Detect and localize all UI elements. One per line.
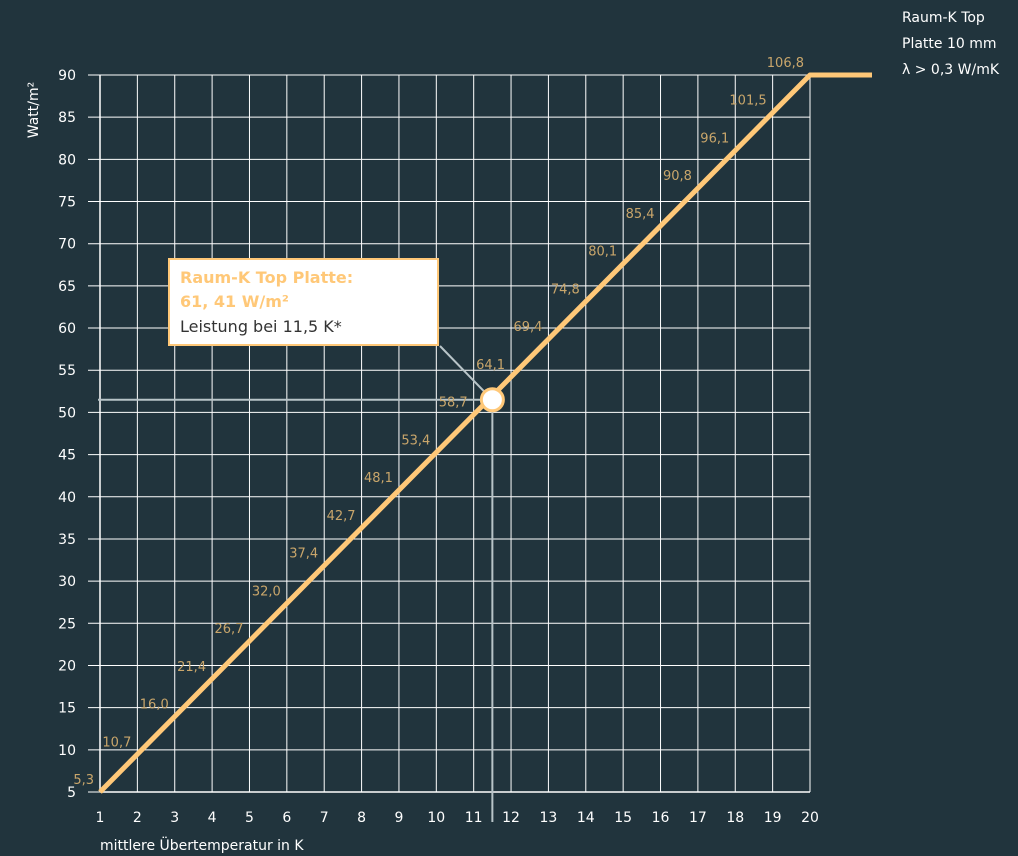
y-tick-label-10: 10 bbox=[58, 743, 76, 759]
legend-line-3: λ > 0,3 W/mK bbox=[902, 62, 1000, 78]
y-tick-label-30: 30 bbox=[58, 574, 76, 590]
data-label-5: 26,7 bbox=[215, 622, 244, 637]
callout-value: 61, 41 W/m² bbox=[180, 292, 289, 311]
y-tick-label-35: 35 bbox=[58, 532, 76, 548]
data-label-9: 48,1 bbox=[364, 471, 393, 486]
legend: Raum-K Top Platte 10 mm λ > 0,3 W/mK bbox=[902, 10, 1000, 78]
y-tick-label-20: 20 bbox=[58, 658, 76, 674]
x-tick-label-3: 3 bbox=[170, 810, 179, 826]
x-tick-label-16: 16 bbox=[652, 810, 670, 826]
data-label-7: 37,4 bbox=[289, 547, 318, 562]
data-label-1: 5,3 bbox=[73, 773, 94, 788]
x-tick-label-9: 9 bbox=[394, 810, 403, 826]
x-tick-label-4: 4 bbox=[208, 810, 217, 826]
data-label-11: 58,7 bbox=[439, 396, 468, 411]
x-tick-label-11: 11 bbox=[465, 810, 483, 826]
axes bbox=[99, 75, 810, 793]
highlight-marker bbox=[479, 387, 505, 413]
tick-labels: 1 2 3 4 5 6 7 8 9 10 11 12 13 14 15 16 17 18 19 20510152025… bbox=[58, 68, 819, 826]
callout-subtitle: Leistung bei 11,5 K* bbox=[180, 317, 342, 336]
data-label-18: 96,1 bbox=[700, 131, 729, 146]
x-tick-label-18: 18 bbox=[726, 810, 744, 826]
x-tick-label-5: 5 bbox=[245, 810, 254, 826]
series-layer bbox=[98, 72, 872, 794]
data-label-16: 85,4 bbox=[626, 207, 655, 222]
y-tick-label-70: 70 bbox=[58, 237, 76, 253]
y-tick-label-45: 45 bbox=[58, 448, 76, 464]
x-tick-label-2: 2 bbox=[133, 810, 142, 826]
x-tick-label-10: 10 bbox=[427, 810, 445, 826]
x-tick-label-8: 8 bbox=[357, 810, 366, 826]
x-tick-label-20: 20 bbox=[801, 810, 819, 826]
data-label-17: 90,8 bbox=[663, 169, 692, 184]
data-label-12: 64,1 bbox=[476, 358, 505, 373]
data-labels: 5,3 10,7 16,0 21,4 26,7 32,0 37,4 42,7 48,1 53,4 5… bbox=[73, 56, 804, 788]
y-tick-label-55: 55 bbox=[58, 363, 76, 379]
legend-line-1: Raum-K Top bbox=[902, 10, 985, 26]
data-label-6: 32,0 bbox=[252, 584, 281, 599]
y-tick-label-80: 80 bbox=[58, 152, 76, 168]
y-tick-label-15: 15 bbox=[58, 701, 76, 717]
y-tick-label-25: 25 bbox=[58, 616, 76, 632]
legend-line-2: Platte 10 mm bbox=[902, 36, 997, 52]
data-label-10: 53,4 bbox=[401, 433, 430, 448]
x-tick-label-17: 17 bbox=[689, 810, 707, 826]
x-tick-label-1: 1 bbox=[96, 810, 105, 826]
data-label-8: 42,7 bbox=[327, 509, 356, 524]
x-tick-label-7: 7 bbox=[320, 810, 329, 826]
y-tick-label-50: 50 bbox=[58, 405, 76, 421]
x-tick-label-14: 14 bbox=[577, 810, 595, 826]
y-tick-label-85: 85 bbox=[58, 110, 76, 126]
highlight-marker-layer bbox=[479, 387, 505, 413]
data-label-19: 101,5 bbox=[729, 94, 766, 109]
data-label-15: 80,1 bbox=[588, 245, 617, 260]
y-tick-label-65: 65 bbox=[58, 279, 76, 295]
x-tick-label-15: 15 bbox=[614, 810, 632, 826]
y-tick-label-75: 75 bbox=[58, 195, 76, 211]
grid bbox=[88, 74, 811, 793]
data-label-2: 10,7 bbox=[102, 735, 131, 750]
callout-title: Raum-K Top Platte: bbox=[180, 268, 354, 287]
y-tick-label-40: 40 bbox=[58, 490, 76, 506]
x-axis-title: mittlere Übertemperatur in K bbox=[100, 836, 304, 854]
y-axis-title: Watt/m² bbox=[26, 82, 42, 138]
y-tick-label-60: 60 bbox=[58, 321, 76, 337]
data-label-20: 106,8 bbox=[767, 56, 804, 71]
data-label-14: 74,8 bbox=[551, 282, 580, 297]
x-tick-label-19: 19 bbox=[764, 810, 782, 826]
x-tick-label-12: 12 bbox=[502, 810, 520, 826]
data-label-4: 21,4 bbox=[177, 660, 206, 675]
data-label-13: 69,4 bbox=[513, 320, 542, 335]
x-tick-label-13: 13 bbox=[540, 810, 558, 826]
callout-connector bbox=[439, 345, 488, 395]
highlight-callout: Raum-K Top Platte: 61, 41 W/m² Leistung … bbox=[168, 258, 439, 346]
y-tick-label-90: 90 bbox=[58, 68, 76, 84]
highlight-guides bbox=[98, 345, 494, 822]
data-label-3: 16,0 bbox=[140, 698, 169, 713]
series-line bbox=[98, 72, 872, 794]
x-tick-label-6: 6 bbox=[282, 810, 291, 826]
y-tick-label-5: 5 bbox=[67, 785, 76, 801]
